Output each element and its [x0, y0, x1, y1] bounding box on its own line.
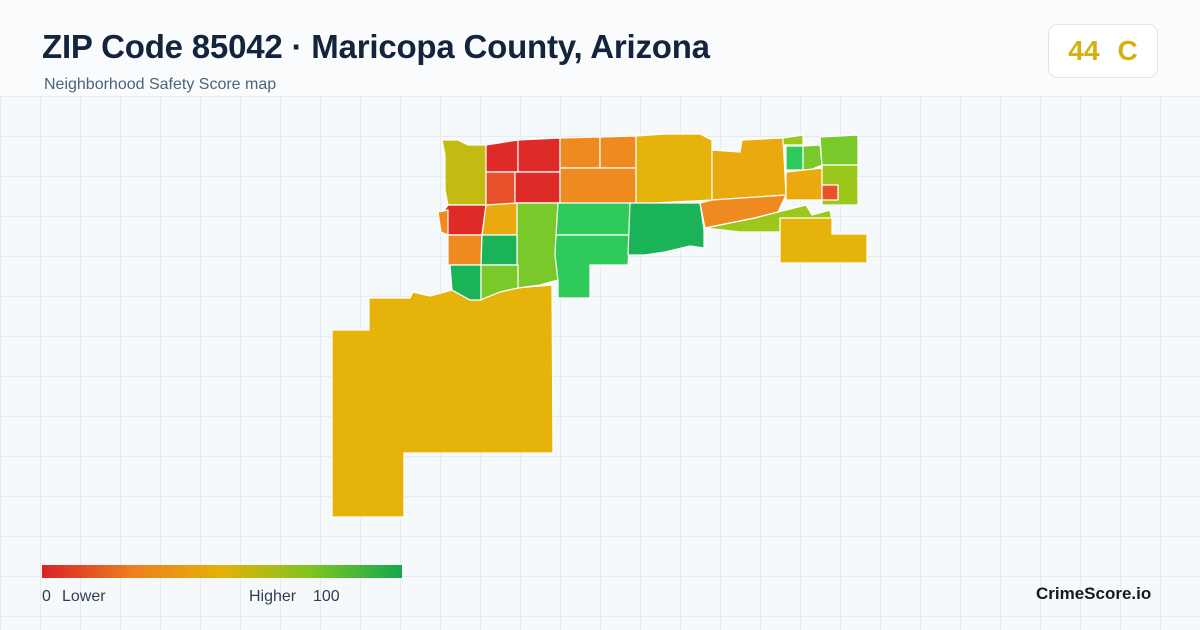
map-region[interactable]: [785, 167, 823, 201]
safety-score-grade: C: [1117, 35, 1138, 66]
map-region[interactable]: [627, 202, 705, 256]
map-region[interactable]: [480, 264, 519, 301]
map-regions: [331, 133, 868, 518]
map-region[interactable]: [782, 134, 804, 146]
map-region[interactable]: [559, 167, 637, 205]
map-region[interactable]: [437, 209, 449, 236]
map-region[interactable]: [516, 202, 559, 289]
legend-max-value: 100: [313, 588, 340, 605]
map-region[interactable]: [821, 184, 839, 201]
legend-max-label: Higher: [249, 588, 297, 605]
page-subtitle: Neighborhood Safety Score map: [44, 76, 277, 93]
map-region[interactable]: [331, 284, 554, 518]
map-region[interactable]: [599, 135, 637, 169]
map-region[interactable]: [447, 234, 483, 266]
map-region[interactable]: [559, 136, 601, 169]
legend-min-label: Lower: [62, 588, 106, 605]
map-region[interactable]: [514, 171, 561, 204]
header-background: [0, 0, 1200, 96]
safety-score-value: 44: [1068, 35, 1100, 66]
map-region[interactable]: [635, 133, 713, 205]
brand-logo-text: CrimeScore.io: [1036, 584, 1152, 603]
map-region[interactable]: [485, 171, 516, 206]
map-region[interactable]: [704, 204, 833, 233]
map-region[interactable]: [711, 137, 787, 201]
map-region[interactable]: [481, 202, 518, 236]
legend-min-value: 0: [42, 588, 51, 605]
map-region[interactable]: [480, 234, 518, 266]
map-region[interactable]: [517, 137, 561, 173]
map-region[interactable]: [555, 202, 631, 236]
map-region[interactable]: [785, 145, 804, 171]
page-title: ZIP Code 85042 · Maricopa County, Arizon…: [42, 28, 710, 65]
map-region[interactable]: [819, 134, 859, 166]
safety-score-badge: 44 C: [1048, 24, 1158, 78]
map-region[interactable]: [554, 234, 631, 299]
map-region[interactable]: [779, 217, 868, 264]
map-region[interactable]: [441, 139, 487, 206]
map-region[interactable]: [485, 139, 519, 173]
map-region[interactable]: [449, 264, 482, 301]
legend-color-scale: [42, 565, 402, 578]
